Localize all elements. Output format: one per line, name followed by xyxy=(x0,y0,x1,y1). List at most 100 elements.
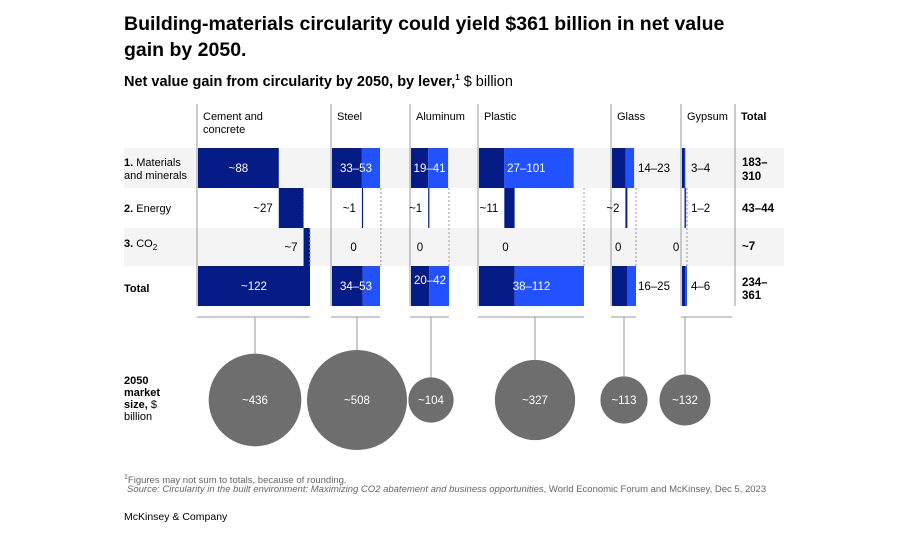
market-bubble xyxy=(659,374,711,426)
column-header: Plastic xyxy=(484,111,517,123)
source-note: Source: Circularity in the built environ… xyxy=(127,484,766,495)
total-value: 43–44 xyxy=(742,203,775,215)
bar-min xyxy=(332,148,362,188)
bar-range xyxy=(514,266,584,306)
bar-range xyxy=(684,148,686,188)
bar-value-label: 4–6 xyxy=(691,281,710,293)
column-header: Steel xyxy=(337,111,362,123)
bar-value-label: 0 xyxy=(502,242,508,254)
bar-value-label: 1–2 xyxy=(691,203,710,215)
market-bubble xyxy=(208,353,302,447)
bar-value-label: ~88 xyxy=(229,163,249,175)
lever-label: 3. CO2 xyxy=(124,238,158,252)
market-value: ~132 xyxy=(672,395,698,407)
total-value: ~7 xyxy=(742,241,755,253)
column-header: Gypsum xyxy=(687,111,728,123)
footnote-mark: 1 xyxy=(124,474,128,481)
lever-label: 1. Materials xyxy=(124,157,181,169)
column-header: Aluminum xyxy=(416,111,465,123)
bar-min xyxy=(198,148,279,188)
chart-title: Building-materials circularity could yie… xyxy=(124,13,725,61)
bar-value-label: 0 xyxy=(417,242,423,254)
bar-value-label: 27–101 xyxy=(507,163,545,175)
bar-range xyxy=(627,266,636,306)
chart-subtitle: Net value gain from circularity by 2050,… xyxy=(124,73,513,90)
bar-value-label: 33–53 xyxy=(340,163,372,175)
bar-min xyxy=(684,188,686,228)
market-size-label: size, $ xyxy=(124,399,157,411)
total-value: 234– xyxy=(742,277,768,289)
market-size-label: billion xyxy=(124,411,152,423)
source-title: Circularity in the built environment: Ma… xyxy=(162,484,544,495)
bar-value-label: 14–23 xyxy=(638,163,670,175)
column-header: concrete xyxy=(203,124,245,136)
source-rest: , World Economic Forum and McKinsey, Dec… xyxy=(543,484,767,495)
bar-value-label: 0 xyxy=(615,242,621,254)
market-bubble xyxy=(408,377,454,423)
bar-min xyxy=(198,266,310,306)
bar-range xyxy=(685,188,687,228)
total-value: 361 xyxy=(742,290,762,302)
market-bubble xyxy=(494,359,576,441)
market-value: ~327 xyxy=(522,395,548,407)
subtitle-unit: $ billion xyxy=(459,73,513,90)
footnote-text: Figures may not sum to totals, because o… xyxy=(127,475,347,487)
market-value: ~113 xyxy=(611,395,636,407)
brand-name: McKinsey & Company xyxy=(124,511,228,523)
bar-value-label: ~11 xyxy=(480,203,499,215)
source-prefix: Source: xyxy=(127,484,163,495)
bar-range xyxy=(361,148,380,188)
bar-min xyxy=(428,188,430,228)
bar-min xyxy=(278,188,304,228)
market-bubble xyxy=(600,376,648,424)
market-size-label: market xyxy=(124,387,160,399)
bar-min xyxy=(612,266,628,306)
bar-min xyxy=(682,266,686,306)
bar-value-label: ~27 xyxy=(253,203,273,215)
bar-min xyxy=(504,188,515,228)
subtitle-main: Net value gain from circularity by 2050,… xyxy=(124,73,456,90)
lever-label: 2. Energy xyxy=(124,203,172,215)
column-header: Cement and xyxy=(203,111,263,123)
bar-range xyxy=(429,266,449,306)
bar-range xyxy=(428,148,449,188)
column-header: Glass xyxy=(617,111,646,123)
bar-min xyxy=(332,266,363,306)
market-value: ~508 xyxy=(344,395,370,407)
bar-value-label: ~2 xyxy=(606,203,619,215)
bar-min xyxy=(682,148,685,188)
bar-value-label: 19–41 xyxy=(414,163,446,175)
bar-value-label: 38–112 xyxy=(513,281,551,293)
bar-value-label: 34–53 xyxy=(340,281,372,293)
bar-value-label: 20–42 xyxy=(414,275,446,287)
subtitle-footnote-mark: 1 xyxy=(455,73,460,82)
bar-value-label: ~1 xyxy=(409,203,422,215)
market-value: ~104 xyxy=(418,395,445,407)
bar-value-label: 0 xyxy=(673,242,679,254)
bar-min xyxy=(479,148,505,188)
bar-value-label: 0 xyxy=(350,242,356,254)
bar-range xyxy=(625,148,635,188)
bar-value-label: ~122 xyxy=(241,281,267,293)
bar-value-label: ~7 xyxy=(284,242,297,254)
bar-range xyxy=(504,148,574,188)
footnote: 1Figures may not sum to totals, because … xyxy=(124,472,347,487)
market-bubble xyxy=(307,350,407,450)
bar-value-label: ~1 xyxy=(343,203,356,215)
bar-value-label: 3–4 xyxy=(691,163,711,175)
bar-min xyxy=(479,266,515,306)
bar-min xyxy=(411,266,430,306)
market-size-label: 2050 xyxy=(124,375,148,387)
lever-label: and minerals xyxy=(124,170,187,182)
bar-min xyxy=(303,228,310,266)
bar-min xyxy=(612,148,626,188)
total-header: Total xyxy=(741,111,766,123)
total-value: 183– xyxy=(742,157,768,169)
bar-value-label: 16–25 xyxy=(638,281,670,293)
bar-range xyxy=(362,266,380,306)
bar-min xyxy=(411,148,429,188)
bar-range xyxy=(685,266,687,306)
lever-label: Total xyxy=(124,283,149,295)
